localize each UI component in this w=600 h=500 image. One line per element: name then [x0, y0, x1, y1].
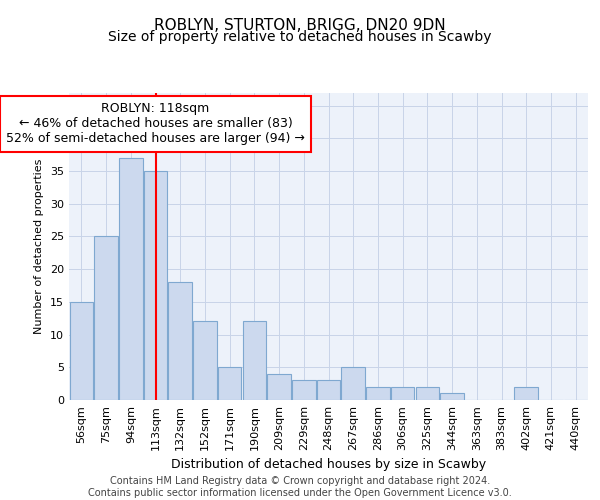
Bar [144, 171, 167, 400]
Bar [94, 236, 118, 400]
Bar [268, 374, 291, 400]
Y-axis label: Number of detached properties: Number of detached properties [34, 158, 44, 334]
Bar [317, 380, 340, 400]
Bar [193, 322, 217, 400]
Bar [440, 394, 464, 400]
Bar [416, 387, 439, 400]
Bar [391, 387, 415, 400]
Text: ROBLYN: 118sqm
← 46% of detached houses are smaller (83)
52% of semi-detached ho: ROBLYN: 118sqm ← 46% of detached houses … [6, 102, 305, 146]
Text: ROBLYN, STURTON, BRIGG, DN20 9DN: ROBLYN, STURTON, BRIGG, DN20 9DN [154, 18, 446, 32]
Text: Size of property relative to detached houses in Scawby: Size of property relative to detached ho… [108, 30, 492, 44]
Text: Contains HM Land Registry data © Crown copyright and database right 2024.: Contains HM Land Registry data © Crown c… [110, 476, 490, 486]
Bar [292, 380, 316, 400]
Bar [169, 282, 192, 400]
Bar [514, 387, 538, 400]
Bar [366, 387, 389, 400]
Bar [218, 368, 241, 400]
Text: Contains public sector information licensed under the Open Government Licence v3: Contains public sector information licen… [88, 488, 512, 498]
Bar [70, 302, 93, 400]
Bar [119, 158, 143, 400]
Bar [242, 322, 266, 400]
X-axis label: Distribution of detached houses by size in Scawby: Distribution of detached houses by size … [171, 458, 486, 471]
Bar [341, 368, 365, 400]
